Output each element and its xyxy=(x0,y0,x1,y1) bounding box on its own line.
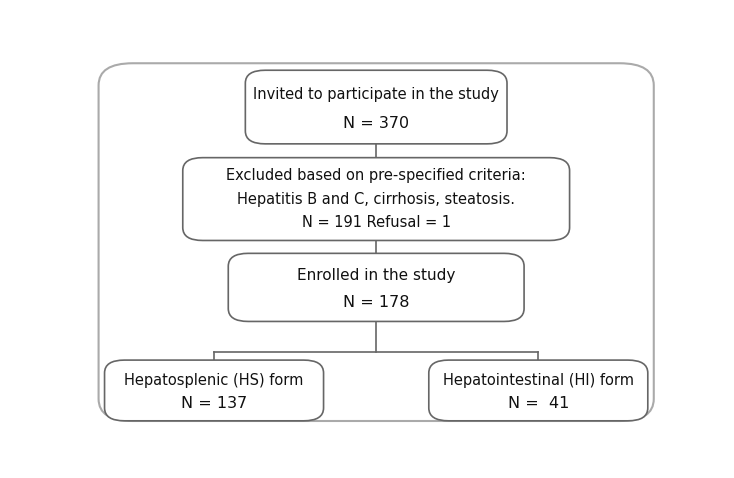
Text: N =  41: N = 41 xyxy=(508,396,569,411)
FancyBboxPatch shape xyxy=(104,360,324,421)
Text: Invited to participate in the study: Invited to participate in the study xyxy=(253,87,499,102)
FancyBboxPatch shape xyxy=(98,63,654,421)
Text: N = 178: N = 178 xyxy=(343,295,410,310)
FancyBboxPatch shape xyxy=(183,158,570,240)
Text: Hepatointestinal (HI) form: Hepatointestinal (HI) form xyxy=(443,373,633,388)
Text: N = 191 Refusal = 1: N = 191 Refusal = 1 xyxy=(302,215,451,230)
Text: N = 370: N = 370 xyxy=(343,116,410,131)
Text: Excluded based on pre-specified criteria:: Excluded based on pre-specified criteria… xyxy=(226,168,526,184)
Text: Enrolled in the study: Enrolled in the study xyxy=(297,268,455,283)
FancyBboxPatch shape xyxy=(245,70,507,144)
FancyBboxPatch shape xyxy=(228,253,524,321)
FancyBboxPatch shape xyxy=(429,360,648,421)
Text: Hepatitis B and C, cirrhosis, steatosis.: Hepatitis B and C, cirrhosis, steatosis. xyxy=(237,192,515,206)
Text: Hepatosplenic (HS) form: Hepatosplenic (HS) form xyxy=(124,373,304,388)
Text: N = 137: N = 137 xyxy=(181,396,247,411)
